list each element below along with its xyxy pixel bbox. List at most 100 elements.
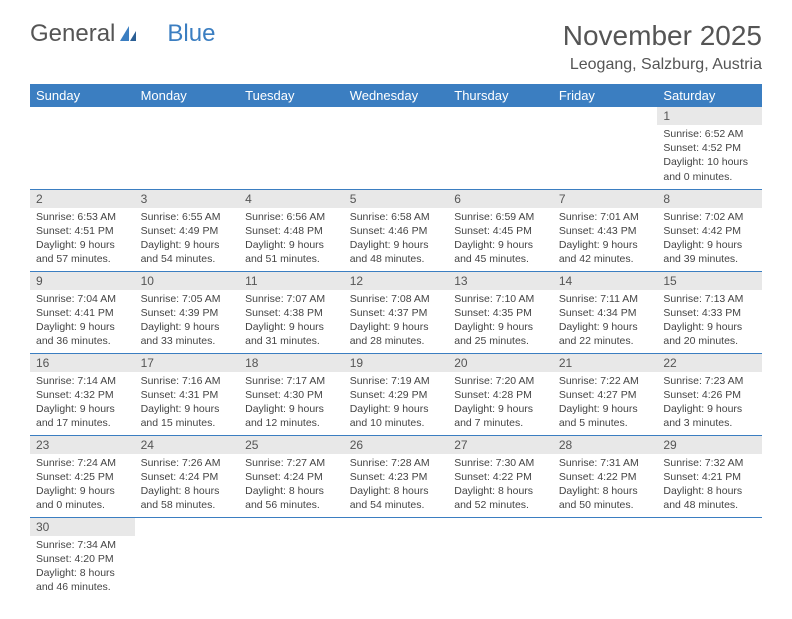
sunset-text: Sunset: 4:35 PM: [454, 306, 547, 320]
sunrise-text: Sunrise: 7:05 AM: [141, 292, 234, 306]
sunset-text: Sunset: 4:51 PM: [36, 224, 129, 238]
sunset-text: Sunset: 4:46 PM: [350, 224, 443, 238]
day-info: Sunrise: 6:52 AMSunset: 4:52 PMDaylight:…: [657, 125, 762, 188]
day-info: Sunrise: 7:11 AMSunset: 4:34 PMDaylight:…: [553, 290, 658, 353]
day-number: 23: [30, 436, 135, 454]
day-info: Sunrise: 6:55 AMSunset: 4:49 PMDaylight:…: [135, 208, 240, 271]
day-info: Sunrise: 7:26 AMSunset: 4:24 PMDaylight:…: [135, 454, 240, 517]
sunset-text: Sunset: 4:30 PM: [245, 388, 338, 402]
week-row: 9Sunrise: 7:04 AMSunset: 4:41 PMDaylight…: [30, 271, 762, 353]
sunset-text: Sunset: 4:28 PM: [454, 388, 547, 402]
daylight-text-1: Daylight: 8 hours: [350, 484, 443, 498]
daylight-text-2: and 3 minutes.: [663, 416, 756, 430]
empty-cell: [30, 107, 135, 189]
logo-sail-icon: [117, 23, 139, 45]
day-info: Sunrise: 7:28 AMSunset: 4:23 PMDaylight:…: [344, 454, 449, 517]
daylight-text-1: Daylight: 9 hours: [454, 402, 547, 416]
daylight-text-2: and 20 minutes.: [663, 334, 756, 348]
daylight-text-2: and 17 minutes.: [36, 416, 129, 430]
dow-monday: Monday: [135, 84, 240, 107]
day-cell: 13Sunrise: 7:10 AMSunset: 4:35 PMDayligh…: [448, 271, 553, 353]
daylight-text-2: and 28 minutes.: [350, 334, 443, 348]
day-number: 13: [448, 272, 553, 290]
daylight-text-1: Daylight: 9 hours: [36, 402, 129, 416]
day-info: Sunrise: 6:59 AMSunset: 4:45 PMDaylight:…: [448, 208, 553, 271]
daylight-text-2: and 50 minutes.: [559, 498, 652, 512]
week-row: 2Sunrise: 6:53 AMSunset: 4:51 PMDaylight…: [30, 189, 762, 271]
day-info: Sunrise: 7:20 AMSunset: 4:28 PMDaylight:…: [448, 372, 553, 435]
day-info: Sunrise: 7:10 AMSunset: 4:35 PMDaylight:…: [448, 290, 553, 353]
daylight-text-1: Daylight: 8 hours: [141, 484, 234, 498]
daylight-text-2: and 45 minutes.: [454, 252, 547, 266]
calendar-page: General Blue November 2025 Leogang, Salz…: [0, 0, 792, 619]
day-number: 28: [553, 436, 658, 454]
day-info: Sunrise: 7:02 AMSunset: 4:42 PMDaylight:…: [657, 208, 762, 271]
day-cell: 23Sunrise: 7:24 AMSunset: 4:25 PMDayligh…: [30, 435, 135, 517]
daylight-text-1: Daylight: 9 hours: [36, 320, 129, 334]
sunrise-text: Sunrise: 7:11 AM: [559, 292, 652, 306]
day-cell: 1Sunrise: 6:52 AMSunset: 4:52 PMDaylight…: [657, 107, 762, 189]
day-cell: 20Sunrise: 7:20 AMSunset: 4:28 PMDayligh…: [448, 353, 553, 435]
daylight-text-1: Daylight: 9 hours: [141, 402, 234, 416]
day-cell: 6Sunrise: 6:59 AMSunset: 4:45 PMDaylight…: [448, 189, 553, 271]
sunrise-text: Sunrise: 7:10 AM: [454, 292, 547, 306]
daylight-text-2: and 48 minutes.: [663, 498, 756, 512]
daylight-text-2: and 10 minutes.: [350, 416, 443, 430]
week-row: 16Sunrise: 7:14 AMSunset: 4:32 PMDayligh…: [30, 353, 762, 435]
day-number: 21: [553, 354, 658, 372]
day-number: 17: [135, 354, 240, 372]
sunset-text: Sunset: 4:42 PM: [663, 224, 756, 238]
day-info: Sunrise: 7:05 AMSunset: 4:39 PMDaylight:…: [135, 290, 240, 353]
day-info: Sunrise: 7:14 AMSunset: 4:32 PMDaylight:…: [30, 372, 135, 435]
day-info: Sunrise: 7:19 AMSunset: 4:29 PMDaylight:…: [344, 372, 449, 435]
sunrise-text: Sunrise: 7:24 AM: [36, 456, 129, 470]
day-cell: 27Sunrise: 7:30 AMSunset: 4:22 PMDayligh…: [448, 435, 553, 517]
daylight-text-1: Daylight: 9 hours: [36, 238, 129, 252]
sunrise-text: Sunrise: 7:14 AM: [36, 374, 129, 388]
sunrise-text: Sunrise: 6:52 AM: [663, 127, 756, 141]
sunset-text: Sunset: 4:22 PM: [559, 470, 652, 484]
sunrise-text: Sunrise: 7:20 AM: [454, 374, 547, 388]
sunset-text: Sunset: 4:27 PM: [559, 388, 652, 402]
day-info: Sunrise: 7:17 AMSunset: 4:30 PMDaylight:…: [239, 372, 344, 435]
daylight-text-1: Daylight: 9 hours: [141, 320, 234, 334]
daylight-text-2: and 12 minutes.: [245, 416, 338, 430]
empty-cell: [344, 517, 449, 599]
day-cell: 29Sunrise: 7:32 AMSunset: 4:21 PMDayligh…: [657, 435, 762, 517]
day-cell: 5Sunrise: 6:58 AMSunset: 4:46 PMDaylight…: [344, 189, 449, 271]
daylight-text-1: Daylight: 9 hours: [245, 402, 338, 416]
day-number: 14: [553, 272, 658, 290]
calendar-body: 1Sunrise: 6:52 AMSunset: 4:52 PMDaylight…: [30, 107, 762, 599]
dow-friday: Friday: [553, 84, 658, 107]
sunrise-text: Sunrise: 6:58 AM: [350, 210, 443, 224]
day-info: Sunrise: 6:53 AMSunset: 4:51 PMDaylight:…: [30, 208, 135, 271]
sunset-text: Sunset: 4:24 PM: [141, 470, 234, 484]
day-number: 30: [30, 518, 135, 536]
day-number: 4: [239, 190, 344, 208]
logo-text-blue: Blue: [167, 20, 215, 48]
daylight-text-1: Daylight: 9 hours: [663, 320, 756, 334]
location: Leogang, Salzburg, Austria: [563, 56, 762, 74]
daylight-text-1: Daylight: 9 hours: [350, 320, 443, 334]
empty-cell: [135, 517, 240, 599]
daylight-text-1: Daylight: 9 hours: [245, 320, 338, 334]
day-number: 2: [30, 190, 135, 208]
sunset-text: Sunset: 4:48 PM: [245, 224, 338, 238]
sunset-text: Sunset: 4:39 PM: [141, 306, 234, 320]
day-number: 20: [448, 354, 553, 372]
day-number: 25: [239, 436, 344, 454]
daylight-text-2: and 36 minutes.: [36, 334, 129, 348]
daylight-text-1: Daylight: 9 hours: [559, 402, 652, 416]
day-number: 29: [657, 436, 762, 454]
daylight-text-1: Daylight: 8 hours: [36, 566, 129, 580]
sunset-text: Sunset: 4:38 PM: [245, 306, 338, 320]
sunrise-text: Sunrise: 6:59 AM: [454, 210, 547, 224]
sunrise-text: Sunrise: 6:53 AM: [36, 210, 129, 224]
daylight-text-2: and 31 minutes.: [245, 334, 338, 348]
logo: General Blue: [30, 20, 215, 48]
day-number: 3: [135, 190, 240, 208]
day-cell: 3Sunrise: 6:55 AMSunset: 4:49 PMDaylight…: [135, 189, 240, 271]
sunrise-text: Sunrise: 7:08 AM: [350, 292, 443, 306]
header: General Blue November 2025 Leogang, Salz…: [30, 20, 762, 74]
daylight-text-1: Daylight: 9 hours: [454, 320, 547, 334]
